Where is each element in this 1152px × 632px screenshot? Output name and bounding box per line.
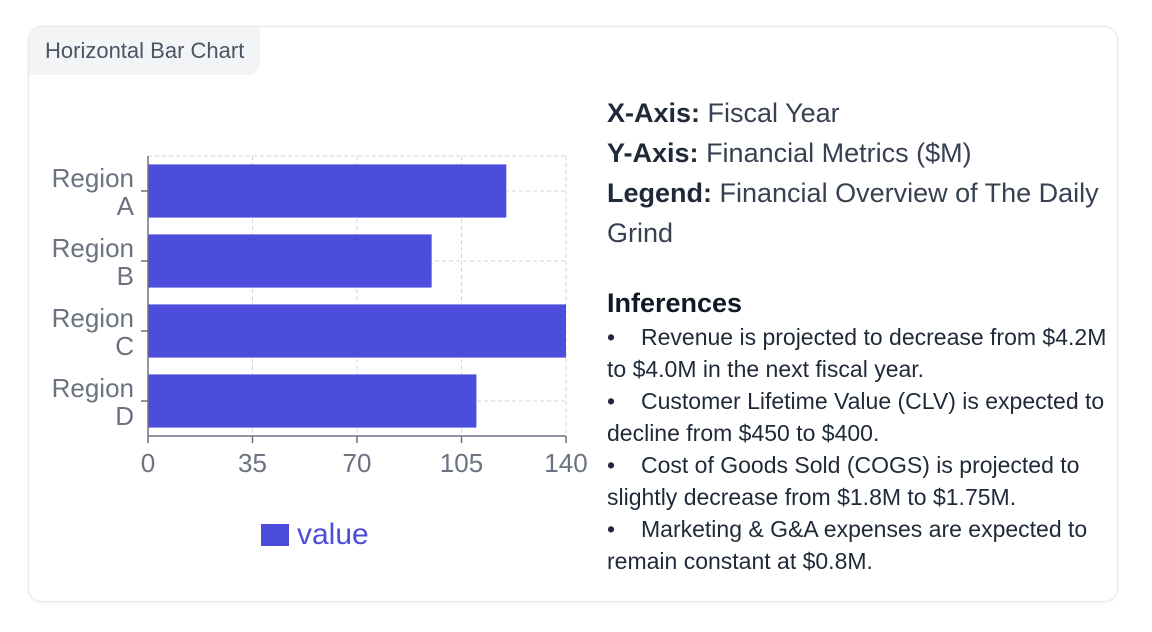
- x-tick-label: 105: [440, 448, 483, 478]
- inferences-title: Inferences: [607, 288, 743, 318]
- inference-item: • Customer Lifetime Value (CLV) is expect…: [607, 388, 1105, 446]
- y-axis-key: Y-Axis:: [607, 138, 699, 168]
- inferences-list: • Revenue is projected to decrease from $…: [607, 321, 1107, 577]
- y-tick-label: Region B: [52, 233, 134, 291]
- x-tick-label: 140: [544, 448, 587, 478]
- inference-item: • Cost of Goods Sold (COGS) is projected …: [607, 452, 1080, 510]
- legend-info: Legend: Financial Overview of The Daily …: [607, 173, 1107, 253]
- legend-label: value: [297, 518, 369, 551]
- y-tick-label: Region D: [52, 373, 134, 431]
- x-tick-label: 35: [238, 448, 267, 478]
- x-axis-value: Fiscal Year: [707, 98, 840, 128]
- chart-card: Horizontal Bar Chart 0 35 70 105 140 Region A R…: [28, 26, 1118, 602]
- x-axis-info: X-Axis: Fiscal Year: [607, 93, 1107, 133]
- x-axis-key: X-Axis:: [607, 98, 701, 128]
- y-axis-value: Financial Metrics ($M): [706, 138, 972, 168]
- chart-type-tag: Horizontal Bar Chart: [29, 27, 261, 75]
- y-tick-label: Region A: [52, 163, 135, 221]
- y-axis-info: Y-Axis: Financial Metrics ($M): [607, 133, 1107, 173]
- inference-item: • Revenue is projected to decrease from $…: [607, 324, 1107, 382]
- legend-swatch: [261, 524, 289, 546]
- chart-info-panel: X-Axis: Fiscal Year Y-Axis: Financial Me…: [607, 93, 1107, 577]
- legend-value: Financial Overview of The Daily Grind: [607, 178, 1099, 248]
- legend-key: Legend:: [607, 178, 712, 208]
- bar: [148, 234, 432, 288]
- x-tick-label: 70: [343, 448, 372, 478]
- bar: [148, 304, 566, 358]
- x-tick-label: 0: [141, 448, 155, 478]
- bar: [148, 164, 507, 218]
- inference-text: Cost of Goods Sold (COGS) is projected t…: [607, 452, 1080, 510]
- inference-item: • Marketing & G&A expenses are expected t…: [607, 516, 1088, 574]
- inference-text: Marketing & G&A expenses are expected to…: [607, 516, 1088, 574]
- inference-text: Customer Lifetime Value (CLV) is expecte…: [607, 388, 1105, 446]
- bar: [148, 374, 477, 428]
- horizontal-bar-chart: 0 35 70 105 140 Region A Region B Region C Region D v…: [52, 155, 588, 551]
- inference-text: Revenue is projected to decrease from $4…: [607, 324, 1107, 382]
- y-tick-label: Region C: [52, 303, 134, 361]
